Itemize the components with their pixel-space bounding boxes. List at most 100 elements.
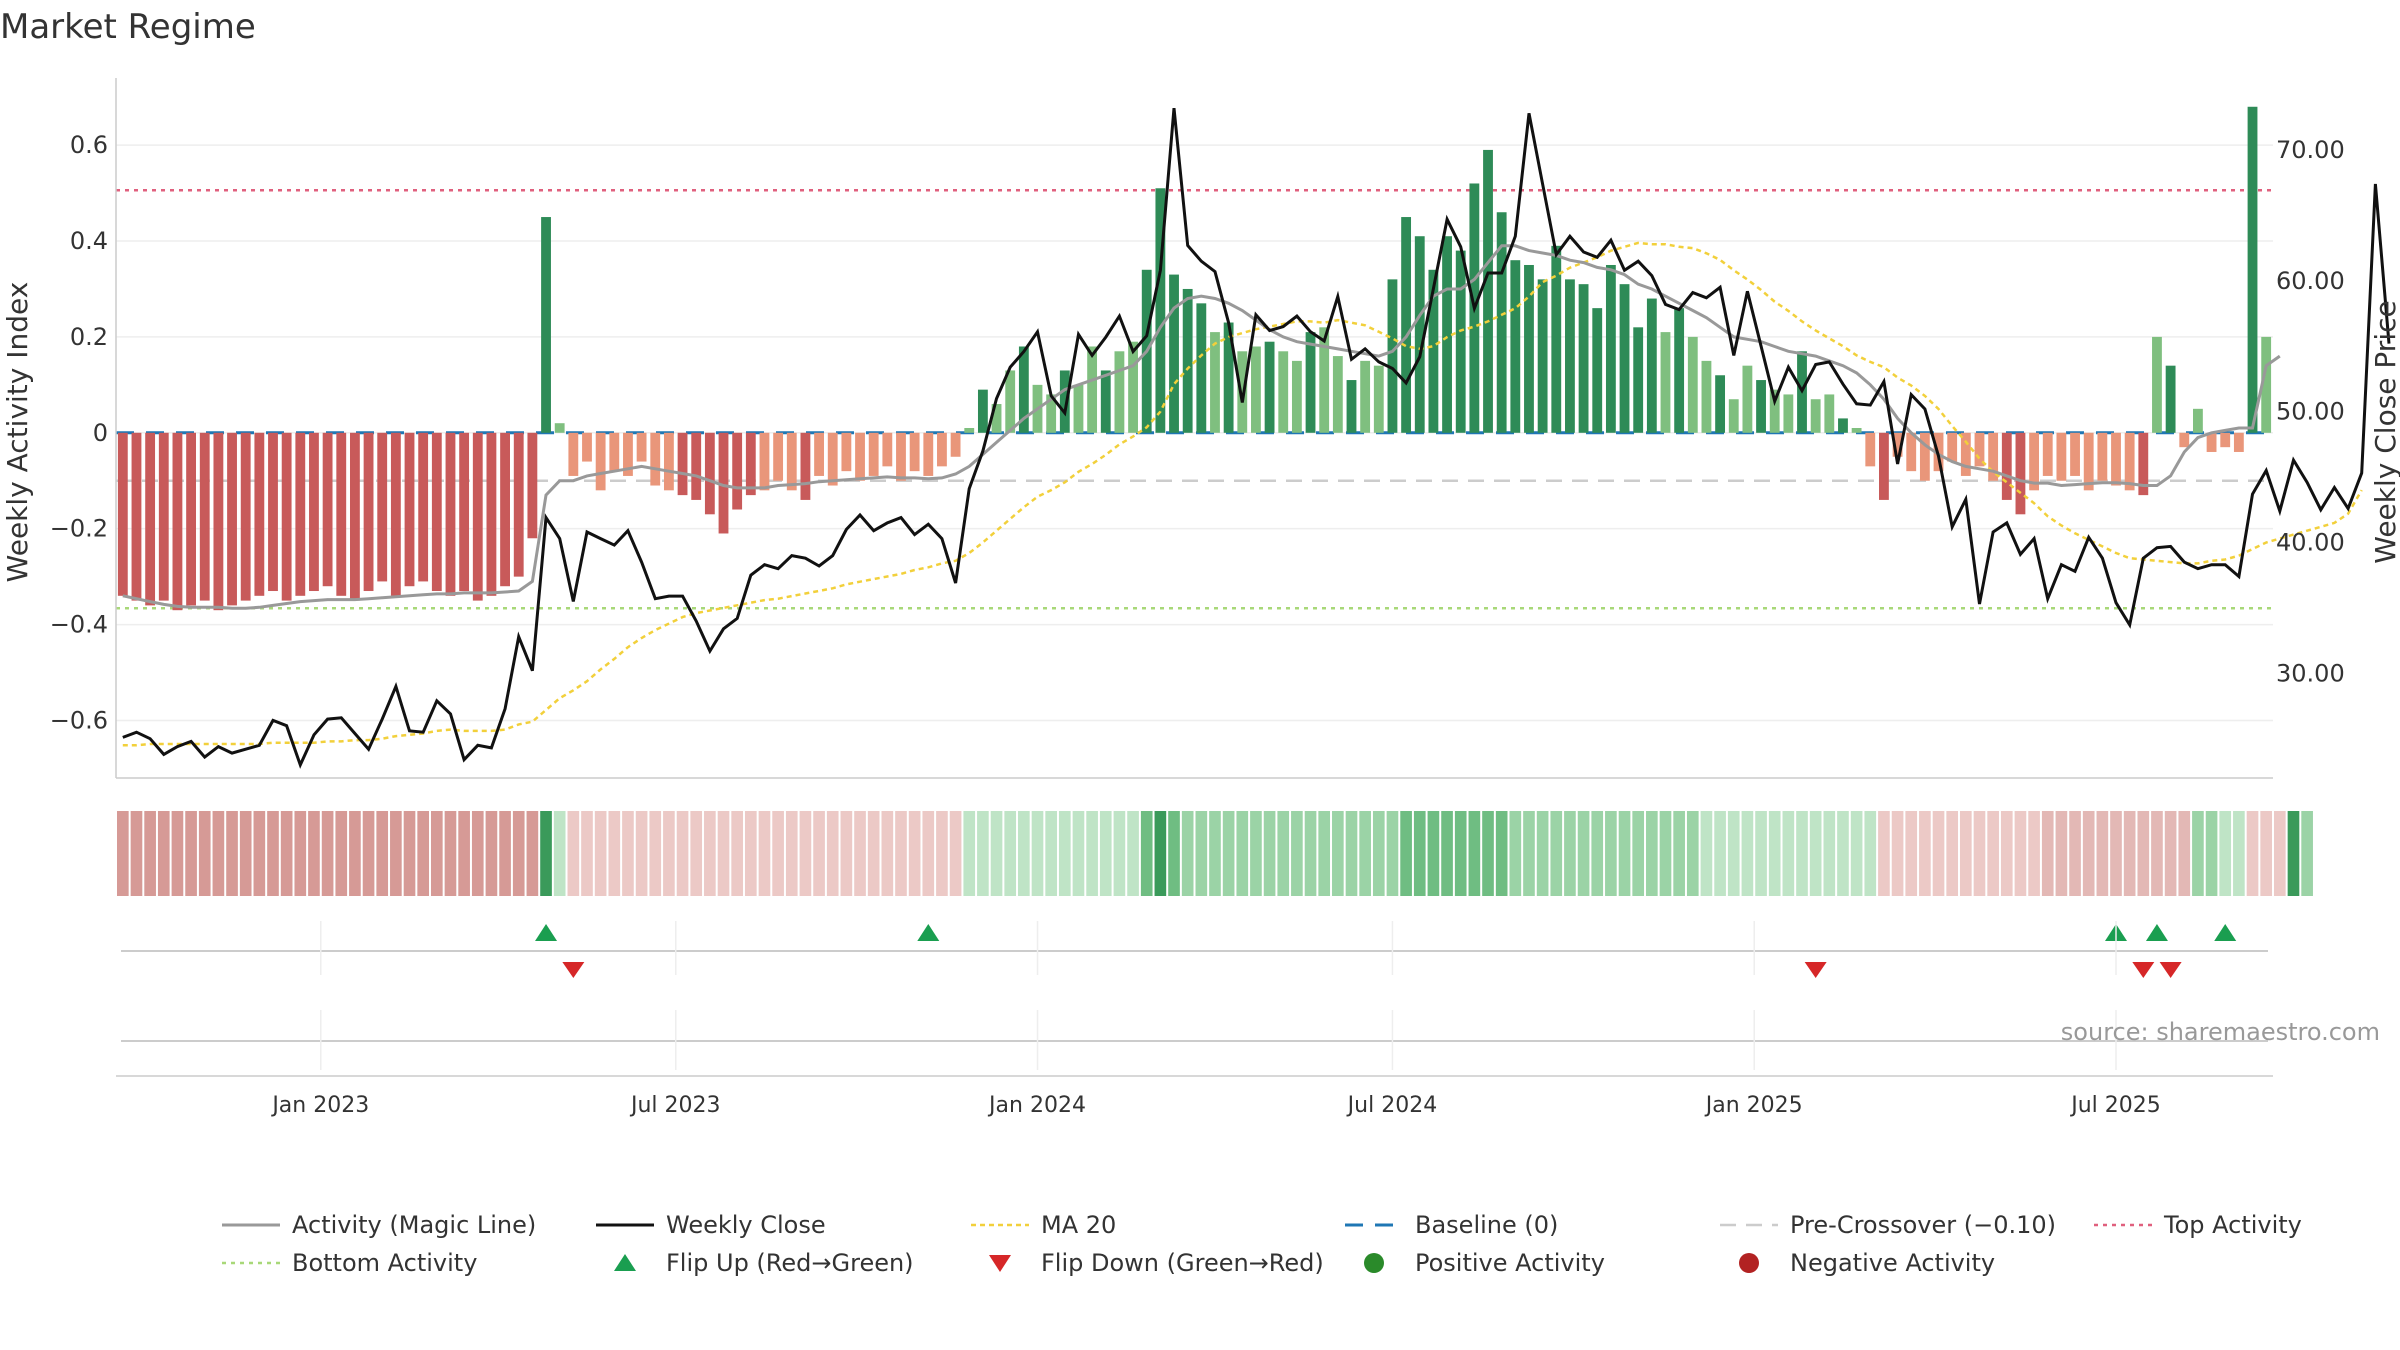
- ma20-line: [122, 241, 2363, 747]
- activity-bar: [1701, 360, 1712, 433]
- regime-cell: [1154, 811, 1167, 896]
- regime-cell: [854, 811, 866, 896]
- regime-cell: [1236, 811, 1249, 896]
- regime-cell: [540, 811, 552, 896]
- activity-bar: [1810, 399, 1821, 433]
- activity-bar: [1428, 269, 1439, 433]
- activity-bar: [1346, 380, 1357, 433]
- activity-bar: [2192, 408, 2203, 433]
- activity-bar: [937, 432, 947, 467]
- regime-cell: [1727, 811, 1740, 896]
- regime-cell: [2000, 811, 2013, 896]
- activity-bar: [1018, 346, 1029, 433]
- activity-bar: [295, 432, 306, 596]
- activity-bar: [1565, 279, 1575, 433]
- regime-cell: [2110, 811, 2122, 896]
- legend-item: Top Activity: [2094, 1211, 2302, 1239]
- legend-label: Flip Up (Red→Green): [666, 1249, 914, 1277]
- activity-bar: [186, 432, 197, 606]
- regime-cell: [622, 811, 634, 896]
- regime-cell: [1277, 811, 1290, 896]
- regime-cell: [2151, 811, 2163, 896]
- activity-bars: [117, 106, 2272, 611]
- activity-bar: [1278, 351, 1289, 433]
- regime-cell: [499, 811, 511, 896]
- activity-bar: [418, 432, 429, 582]
- activity-bar: [1114, 351, 1125, 433]
- regime-cell: [1536, 811, 1549, 896]
- activity-bar: [1524, 264, 1534, 433]
- regime-cell: [485, 811, 498, 896]
- activity-bar: [1824, 394, 1835, 433]
- activity-bar: [268, 432, 278, 592]
- regime-cell: [526, 811, 539, 896]
- regime-cell: [2301, 811, 2313, 896]
- activity-bar: [1332, 356, 1343, 433]
- activity-bar: [1769, 389, 1780, 433]
- regime-cell: [881, 811, 894, 896]
- activity-bar: [1783, 394, 1794, 433]
- y-left-tick-label: 0.6: [70, 131, 108, 159]
- activity-bar: [1865, 432, 1876, 467]
- activity-bar: [855, 432, 865, 481]
- activity-bar: [1128, 341, 1138, 433]
- legend-item: Bottom Activity: [222, 1249, 477, 1277]
- regime-cell: [2205, 811, 2218, 896]
- activity-bar: [2124, 432, 2135, 491]
- activity-bar: [1660, 332, 1671, 433]
- regime-cell: [280, 811, 293, 896]
- regime-cell: [2014, 811, 2027, 896]
- x-tick-label: Jul 2025: [2069, 1093, 2161, 1118]
- regime-cell: [1359, 811, 1371, 896]
- activity-bar: [1387, 279, 1398, 433]
- regime-cell: [1250, 811, 1262, 896]
- regime-cell: [1850, 811, 1863, 896]
- legend-item: Flip Up (Red→Green): [614, 1249, 914, 1277]
- regime-cell: [212, 811, 225, 896]
- activity-bar: [1155, 188, 1166, 433]
- activity-bar: [431, 432, 442, 592]
- regime-cell: [1181, 811, 1194, 896]
- legend-flip-down-icon: [989, 1255, 1011, 1272]
- activity-bar: [718, 432, 729, 534]
- activity-bar: [1687, 336, 1698, 433]
- legend-label: Baseline (0): [1415, 1211, 1558, 1239]
- x-tick-label: Jan 2023: [270, 1093, 369, 1118]
- activity-bar: [1073, 384, 1084, 433]
- regime-cell: [908, 811, 921, 896]
- activity-bar: [1510, 260, 1521, 433]
- activity-bar: [486, 432, 497, 596]
- regime-cell: [1741, 811, 1754, 896]
- activity-bar: [1879, 432, 1889, 500]
- activity-bar: [2070, 432, 2080, 476]
- series-lines: [122, 107, 2391, 769]
- regime-cell: [1372, 811, 1385, 896]
- regime-cell: [171, 811, 184, 896]
- activity-bar: [977, 389, 988, 433]
- activity-bar: [158, 432, 169, 601]
- regime-cell: [1413, 811, 1426, 896]
- activity-bar: [1974, 432, 1985, 467]
- regime-cell: [458, 811, 470, 896]
- y-right-tick-label: 70.00: [2276, 136, 2345, 164]
- activity-bar: [1633, 327, 1644, 433]
- regime-cell: [1809, 811, 1822, 896]
- legend-item: Activity (Magic Line): [222, 1211, 536, 1239]
- activity-bar: [1182, 288, 1193, 433]
- regime-cell: [1973, 811, 1986, 896]
- regime-cell: [2028, 811, 2040, 896]
- regime-cell: [949, 811, 962, 896]
- regime-cell: [1113, 811, 1126, 896]
- regime-cell: [813, 811, 825, 896]
- regime-cell: [1755, 811, 1767, 896]
- regime-cell: [567, 811, 580, 896]
- regime-cell: [1550, 811, 1563, 896]
- regime-cell: [1045, 811, 1057, 896]
- regime-cell: [294, 811, 307, 896]
- activity-bar: [513, 432, 524, 577]
- activity-bar: [950, 432, 961, 457]
- activity-bar: [1919, 432, 1930, 481]
- regime-cell: [157, 811, 170, 896]
- y-right-tick-label: 30.00: [2276, 659, 2345, 687]
- activity-bar: [1169, 274, 1179, 433]
